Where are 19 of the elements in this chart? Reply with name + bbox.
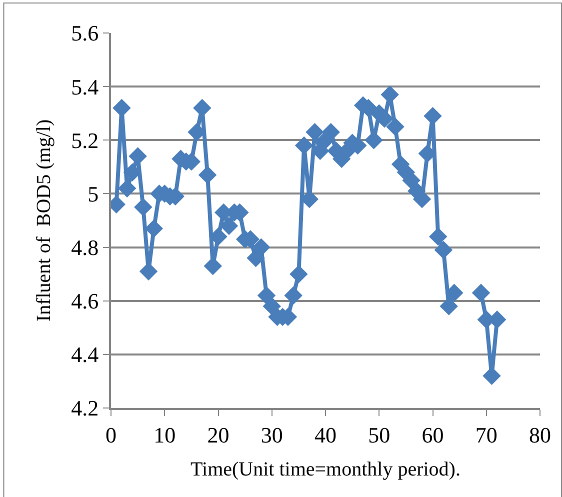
x-tick-label: 30 (260, 422, 283, 448)
x-tick-label: 70 (475, 422, 498, 448)
x-axis-title: Time(Unit time=monthly period). (190, 458, 460, 480)
x-tick-label: 60 (422, 422, 444, 448)
y-axis-title: Influent of BOD5 (mg/l) (33, 119, 56, 322)
x-tick-label: 50 (368, 422, 390, 448)
y-tick-label: 5.4 (71, 74, 99, 100)
x-tick-label: 0 (106, 422, 116, 448)
x-tick-label: 80 (529, 422, 551, 448)
y-tick-label: 4.4 (71, 342, 99, 368)
y-tick-label: 5.2 (71, 128, 99, 153)
y-tick-label: 5 (88, 181, 99, 206)
x-tick-label: 40 (314, 422, 336, 448)
y-tick-label: 4.6 (71, 288, 99, 314)
x-tick-label: 10 (154, 422, 176, 448)
x-tick-label: 20 (207, 422, 230, 448)
y-tick-label: 5.6 (71, 20, 99, 46)
y-tick-label: 4.2 (71, 396, 99, 421)
y-tick-label: 4.8 (71, 234, 99, 260)
